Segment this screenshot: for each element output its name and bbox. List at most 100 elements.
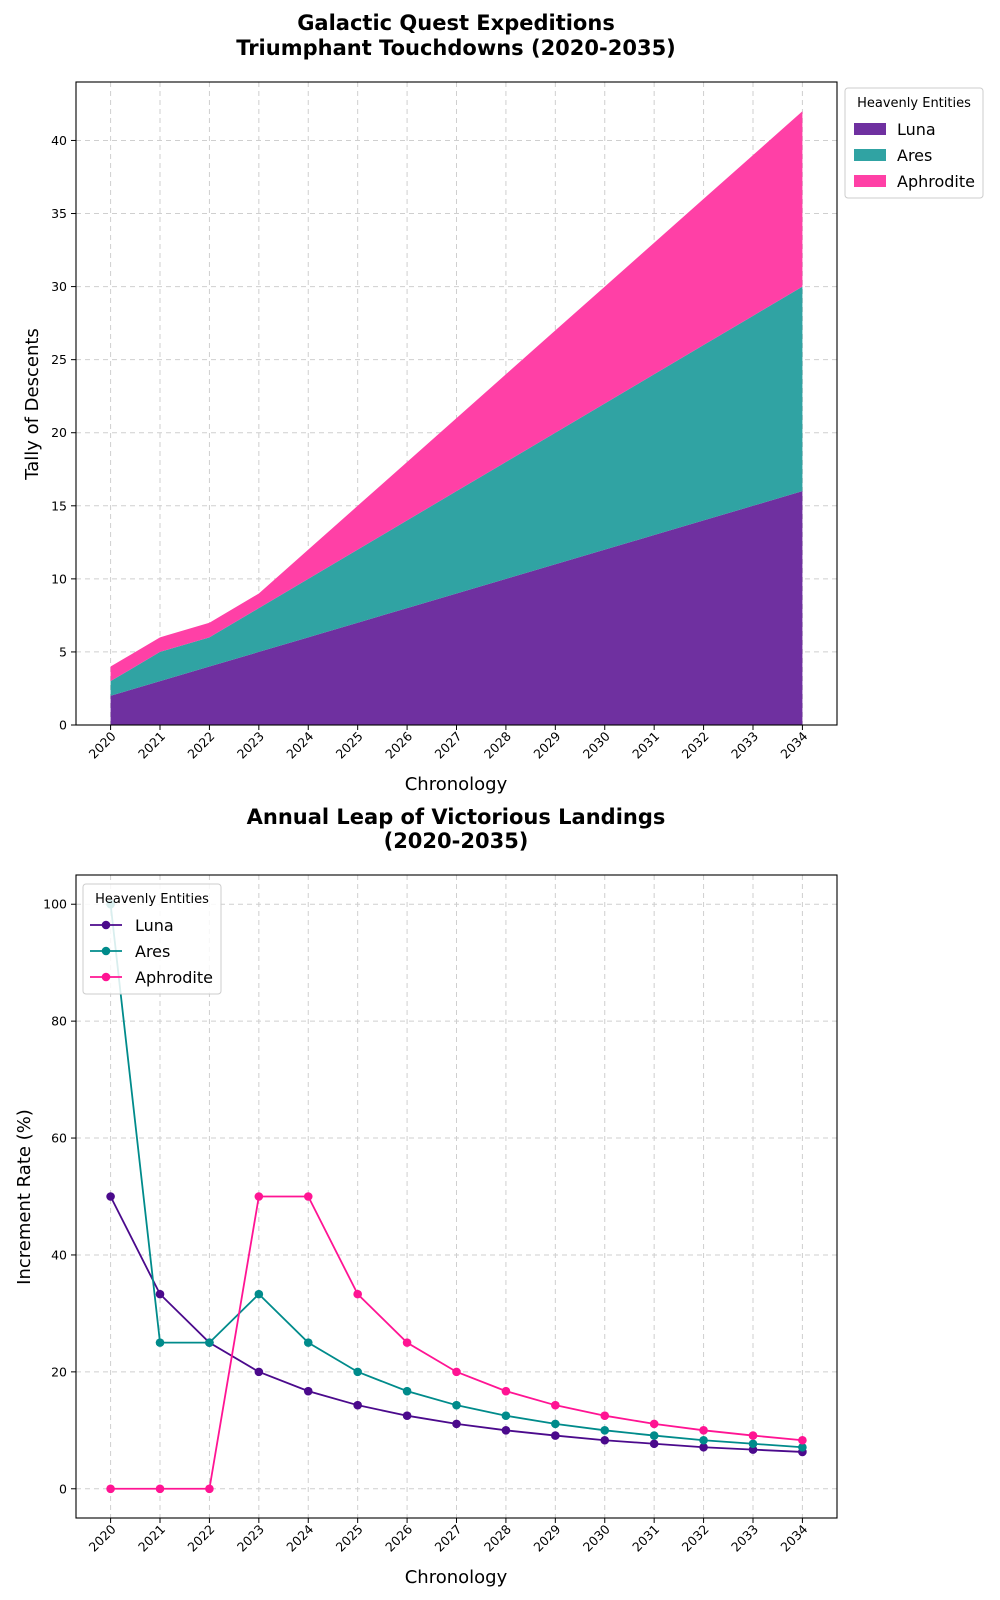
point-aphrodite	[205, 1484, 214, 1494]
point-aphrodite	[600, 1411, 610, 1421]
chart2-title-line2: (2020-2035)	[384, 829, 529, 853]
point-aphrodite	[254, 1192, 264, 1201]
x-tick-label: 2023	[234, 1522, 267, 1555]
x-tick-label: 2026	[382, 728, 415, 761]
chart1-xlabel: Chronology	[405, 774, 508, 795]
chart2-title-line1: Annual Leap of Victorious Landings	[247, 805, 666, 829]
point-aphrodite	[798, 1435, 807, 1445]
x-tick-label: 2029	[530, 728, 563, 761]
chart2-ticks: 2020 2021 2022 2023 2024 2025 2026 2027 2028 2029…	[43, 897, 810, 1555]
point-ares	[303, 1338, 313, 1347]
x-tick-label: 2025	[333, 729, 366, 762]
point-aphrodite	[303, 1192, 313, 1201]
legend-swatch-luna	[854, 123, 886, 135]
y-tick-label: 40	[51, 133, 67, 148]
point-ares	[353, 1367, 362, 1377]
y-tick-label: 20	[51, 1364, 67, 1379]
legend-title: Heavenly Entities	[95, 892, 209, 907]
x-tick-label: 2022	[184, 1522, 217, 1555]
point-ares	[748, 1439, 758, 1449]
y-tick-label: 20	[51, 425, 67, 440]
y-tick-label: 25	[51, 352, 67, 367]
point-luna	[452, 1419, 461, 1429]
x-tick-label: 2032	[679, 729, 712, 762]
x-tick-label: 2032	[679, 1522, 712, 1555]
x-tick-label: 2034	[777, 728, 810, 761]
point-luna	[402, 1411, 412, 1421]
point-aphrodite	[551, 1400, 560, 1410]
chart2-ylabel: Increment Rate (%)	[14, 1109, 35, 1285]
chart2-xlabel: Chronology	[405, 1567, 508, 1588]
chart1-areas	[110, 111, 803, 725]
point-aphrodite	[452, 1367, 461, 1377]
x-tick-label: 2023	[234, 729, 267, 762]
x-tick-label: 2031	[629, 1522, 662, 1555]
point-luna	[155, 1289, 165, 1299]
point-luna	[254, 1367, 264, 1377]
legend-label-luna: Luna	[897, 120, 936, 139]
point-luna	[501, 1426, 511, 1435]
x-tick-label: 2029	[530, 1521, 563, 1554]
legend-label-aphrodite: Aphrodite	[135, 968, 213, 987]
chart1-title-line2: Triumphant Touchdowns (2020-2035)	[236, 36, 676, 60]
x-tick-label: 2021	[135, 1522, 168, 1555]
point-ares	[649, 1431, 659, 1440]
legend-label-aphrodite: Aphrodite	[897, 172, 975, 191]
point-aphrodite	[501, 1386, 511, 1396]
point-ares	[551, 1419, 560, 1429]
x-tick-label: 2033	[728, 1522, 761, 1555]
point-aphrodite	[699, 1426, 708, 1435]
point-ares	[155, 1338, 165, 1347]
y-tick-label: 60	[51, 1131, 67, 1146]
x-tick-label: 2027	[432, 729, 465, 762]
y-tick-label: 5	[59, 644, 67, 659]
x-tick-label: 2024	[283, 728, 316, 761]
point-luna	[353, 1400, 362, 1410]
legend-box	[844, 87, 984, 199]
y-tick-label: 100	[43, 897, 67, 912]
x-tick-label: 2030	[580, 728, 613, 761]
legend-title: Heavenly Entities	[857, 96, 971, 111]
point-ares	[600, 1426, 610, 1435]
chart2-legend: Heavenly Entities Luna Ares Aphrodite	[82, 883, 222, 995]
line-luna	[109, 1196, 803, 1453]
point-luna	[106, 1192, 115, 1201]
legend-marker-luna	[101, 920, 111, 930]
y-tick-label: 10	[51, 571, 67, 586]
point-aphrodite	[748, 1431, 758, 1440]
point-ares	[798, 1442, 807, 1452]
x-tick-label: 2020	[86, 728, 119, 761]
chart1-ylabel: Tally of Descents	[22, 328, 43, 481]
point-aphrodite	[106, 1484, 115, 1494]
x-tick-label: 2028	[481, 728, 514, 761]
x-tick-label: 2025	[333, 1522, 366, 1555]
chart1-title-line1: Galactic Quest Expeditions	[297, 11, 615, 35]
area-ares	[110, 286, 803, 696]
point-ares	[452, 1400, 461, 1410]
area-luna	[110, 491, 803, 725]
point-ares	[402, 1386, 412, 1396]
x-tick-label: 2031	[629, 729, 662, 762]
chart2-grid	[76, 875, 837, 1518]
point-aphrodite	[353, 1289, 362, 1299]
x-tick-label: 2034	[777, 1521, 810, 1554]
legend-label-luna: Luna	[135, 916, 174, 935]
point-aphrodite	[649, 1419, 659, 1429]
point-luna	[699, 1442, 708, 1452]
legend-label-ares: Ares	[897, 146, 932, 165]
x-tick-label: 2022	[184, 729, 217, 762]
y-tick-label: 30	[51, 279, 67, 294]
y-tick-label: 35	[51, 206, 67, 221]
point-luna	[649, 1439, 659, 1449]
point-ares	[501, 1411, 511, 1421]
point-aphrodite	[155, 1484, 165, 1494]
y-tick-label: 40	[51, 1247, 67, 1262]
x-tick-label: 2026	[382, 1521, 415, 1554]
y-tick-label: 0	[59, 718, 67, 733]
legend-marker-aphrodite	[101, 972, 111, 982]
point-luna	[303, 1386, 313, 1396]
point-luna	[600, 1435, 610, 1445]
point-ares	[254, 1289, 264, 1299]
x-tick-label: 2027	[432, 1522, 465, 1555]
